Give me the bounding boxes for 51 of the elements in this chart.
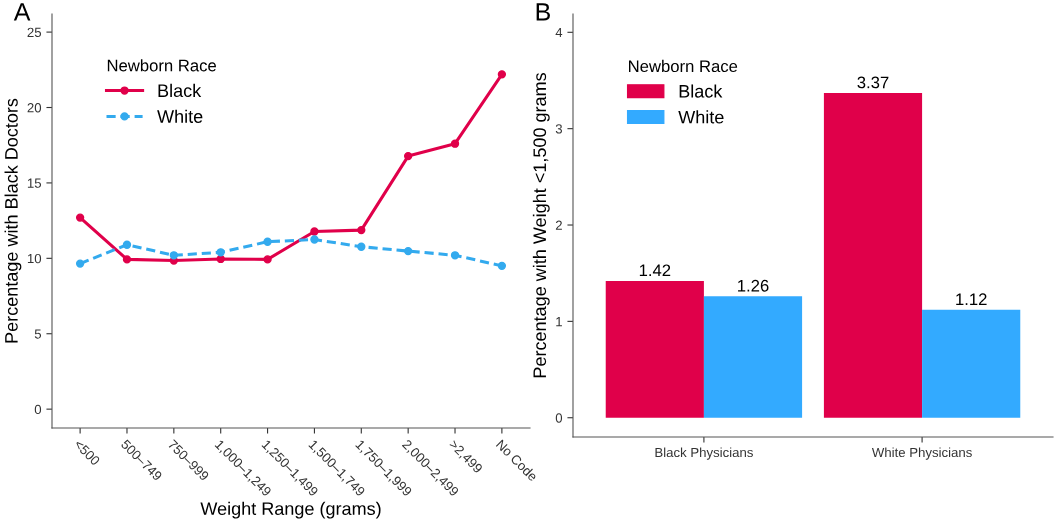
point — [122, 240, 132, 249]
chart-title: A — [13, 3, 31, 21]
legend-label: Black — [158, 83, 202, 98]
point — [357, 242, 366, 251]
point — [263, 255, 272, 264]
data-label: 3.37 — [857, 76, 889, 89]
y-tick-label: 10 — [27, 253, 42, 264]
y-tick-label: 0 — [34, 404, 42, 415]
x-axis-title: Weight Range (grams) — [200, 501, 381, 519]
point — [122, 255, 132, 264]
bar — [823, 93, 923, 418]
y-tick-label: 5 — [34, 329, 42, 339]
point — [497, 261, 507, 271]
y-tick-label: 25 — [27, 27, 42, 38]
y-tick-label: 4 — [555, 28, 563, 38]
legend-title: Newborn Race — [629, 59, 738, 73]
legend-label: Black — [679, 84, 723, 98]
data-label: 1.26 — [738, 279, 769, 292]
data-label: 1.12 — [956, 293, 987, 305]
bar — [703, 296, 803, 418]
point — [403, 151, 413, 161]
y-axis-title: Percentage with Weight <1,500 grams — [532, 73, 550, 378]
y-tick-label: 20 — [27, 103, 42, 113]
point — [357, 225, 366, 235]
chart-title: B — [536, 3, 550, 21]
point — [310, 235, 319, 244]
legend-title: Newborn Race — [107, 59, 216, 72]
point — [497, 70, 507, 79]
bar — [922, 309, 1021, 418]
y-axis-title: Percentage with Black Doctors — [4, 98, 22, 343]
y-tick-label: 1 — [556, 317, 562, 327]
y-tick-label: 2 — [555, 220, 562, 230]
point — [450, 251, 460, 260]
y-tick-label: 0 — [555, 413, 563, 423]
y-tick-label: 15 — [27, 178, 42, 188]
point — [263, 237, 272, 246]
x-tick-label: Black Physicians — [655, 447, 753, 460]
bar — [605, 280, 704, 418]
point — [75, 259, 85, 268]
legend-label: White — [678, 110, 724, 124]
point — [216, 254, 225, 264]
x-tick-label: White Physicians — [871, 447, 972, 460]
point — [310, 227, 319, 236]
y-tick-label: 3 — [555, 124, 562, 134]
legend-label: White — [157, 109, 203, 123]
point — [403, 246, 413, 256]
point — [216, 248, 225, 257]
data-label: 1.42 — [639, 264, 671, 277]
point — [450, 139, 460, 148]
point — [169, 251, 179, 260]
point — [75, 213, 85, 222]
